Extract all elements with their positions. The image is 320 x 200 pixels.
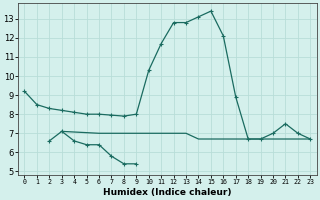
X-axis label: Humidex (Indice chaleur): Humidex (Indice chaleur) <box>103 188 232 197</box>
